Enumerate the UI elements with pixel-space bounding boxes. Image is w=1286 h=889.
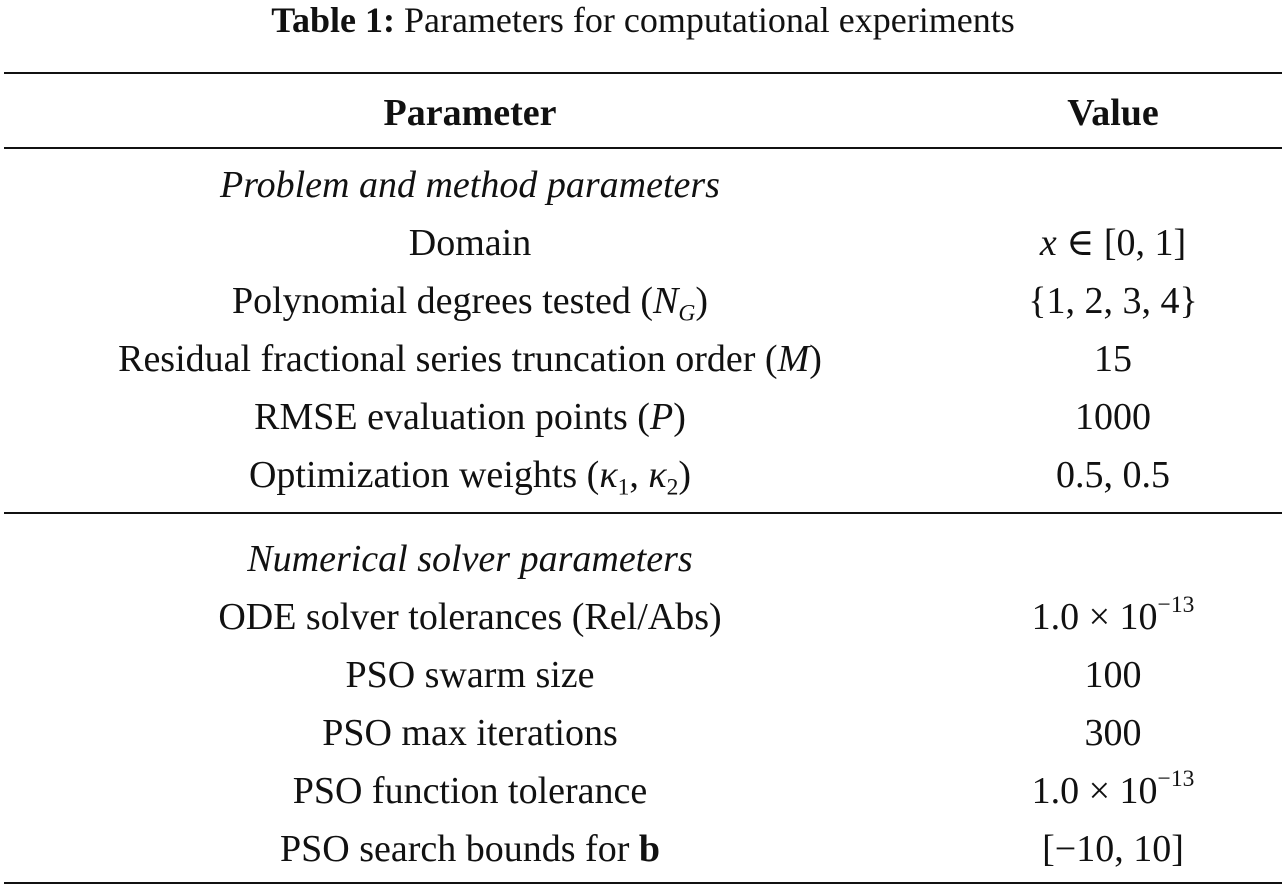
header-parameter: Parameter — [383, 92, 557, 134]
param-cell: Polynomial degrees tested (NG) — [0, 272, 940, 330]
param-separator: , — [629, 454, 649, 496]
top-rule — [4, 72, 1282, 74]
table-row: PSO function tolerance 1.0 × 10−13 — [0, 762, 1286, 820]
value-base: 1.0 × 10 — [1031, 596, 1158, 638]
param-bold-vector: b — [638, 828, 660, 870]
value-cell: 300 — [1084, 712, 1142, 754]
param-text: Optimization weights ( — [248, 454, 600, 496]
table-row: ODE solver tolerances (Rel/Abs) 1.0 × 10… — [0, 588, 1286, 646]
param-cell: Domain — [408, 222, 532, 264]
caption-label: Table 1: — [271, 0, 395, 40]
section-title: Problem and method parameters — [220, 164, 720, 206]
param-cell: Optimization weights (κ1, κ2) — [0, 446, 940, 504]
section-title-solver: Numerical solver parameters — [0, 530, 1286, 588]
table-row: PSO search bounds for b [−10, 10] — [0, 820, 1286, 878]
param-cell: PSO max iterations — [322, 712, 618, 754]
value-cell: 1.0 × 10−13 — [940, 588, 1286, 646]
param-text: Polynomial degrees tested ( — [231, 280, 654, 322]
param-symbol: κ — [648, 454, 667, 496]
param-text: PSO search bounds for — [280, 828, 639, 870]
value-exponent: −13 — [1157, 592, 1195, 619]
value-cell: [−10, 10] — [1042, 828, 1184, 870]
param-cell: ODE solver tolerances (Rel/Abs) — [218, 596, 722, 638]
table-row: Optimization weights (κ1, κ2) 0.5, 0.5 — [0, 446, 1286, 504]
param-cell: RMSE evaluation points (P) — [0, 388, 940, 446]
table-caption: Table 1: Parameters for computational ex… — [0, 0, 1286, 40]
param-cell: PSO swarm size — [345, 654, 595, 696]
param-symbol: P — [649, 396, 674, 438]
param-text: RMSE evaluation points ( — [254, 396, 650, 438]
caption-text: Parameters for computational experiments — [403, 0, 1015, 40]
table-row: Domain x ∈ [0, 1] — [0, 214, 1286, 272]
section-rule — [4, 512, 1282, 514]
param-subscript: G — [678, 300, 696, 327]
table-row: Residual fractional series truncation or… — [0, 330, 1286, 388]
param-cell: Residual fractional series truncation or… — [0, 330, 940, 388]
section-title-problem: Problem and method parameters — [0, 156, 1286, 214]
value-cell: 15 — [1094, 338, 1132, 380]
header-row: Parameter Value — [0, 84, 1286, 142]
param-cell: PSO function tolerance — [292, 770, 648, 812]
header-rule — [4, 147, 1282, 149]
value-cell: 1000 — [1075, 396, 1151, 438]
param-close: ) — [809, 338, 822, 380]
param-cell: PSO search bounds for b — [0, 820, 940, 878]
value-cell: {1, 2, 3, 4} — [1028, 280, 1198, 322]
bottom-rule — [4, 882, 1282, 884]
value-exponent: −13 — [1157, 766, 1195, 793]
table-row: PSO max iterations 300 — [0, 704, 1286, 762]
header-value: Value — [1067, 92, 1159, 134]
value-base: 1.0 × 10 — [1031, 770, 1158, 812]
domain-variable: x — [1039, 222, 1057, 264]
param-symbol: M — [777, 338, 810, 380]
section-title: Numerical solver parameters — [247, 538, 693, 580]
param-text: Residual fractional series truncation or… — [118, 338, 778, 380]
param-close: ) — [673, 396, 686, 438]
value-cell: x ∈ [0, 1] — [940, 214, 1286, 272]
domain-interval: ∈ [0, 1] — [1056, 222, 1187, 264]
param-close: ) — [695, 280, 709, 322]
param-subscript: 1 — [617, 474, 630, 501]
value-cell: 100 — [1084, 654, 1142, 696]
table-row: PSO swarm size 100 — [0, 646, 1286, 704]
param-symbol: N — [653, 280, 679, 322]
param-subscript: 2 — [666, 474, 679, 501]
value-cell: 1.0 × 10−13 — [940, 762, 1286, 820]
table-row: RMSE evaluation points (P) 1000 — [0, 388, 1286, 446]
table-row: Polynomial degrees tested (NG) {1, 2, 3,… — [0, 272, 1286, 330]
param-symbol: κ — [599, 454, 618, 496]
param-close: ) — [678, 454, 692, 496]
value-cell: 0.5, 0.5 — [1056, 454, 1170, 496]
